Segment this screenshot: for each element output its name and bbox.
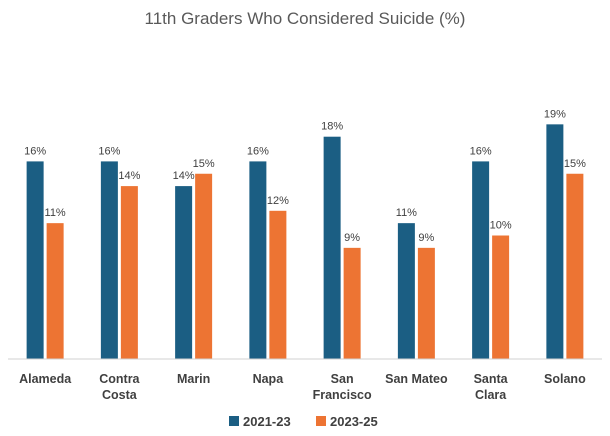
data-label: 10%: [490, 220, 512, 232]
category-label-line: San Mateo: [385, 372, 448, 386]
data-label: 9%: [344, 232, 360, 244]
category-label-line: Contra: [99, 372, 140, 386]
category-label-line: Clara: [475, 388, 507, 402]
bar-2021-23-marin: [175, 186, 193, 359]
bar-2021-23-san-francisco: [323, 136, 341, 359]
data-label: 15%: [564, 158, 586, 170]
legend-swatch: [316, 416, 326, 426]
legend-swatch: [229, 416, 239, 426]
data-label: 9%: [418, 232, 434, 244]
bar-2023-25-marin: [195, 173, 213, 359]
data-label: 18%: [321, 121, 343, 133]
data-label: 14%: [118, 170, 140, 182]
bar-2023-25-san-francisco: [343, 247, 361, 359]
category-label: Alameda: [19, 372, 72, 386]
category-label-line: Francisco: [313, 388, 372, 402]
category-label: Santa Clara: [474, 372, 509, 402]
bar-2021-23-san-mateo: [397, 223, 415, 359]
category-label: Solano: [544, 372, 586, 386]
data-label: 12%: [267, 195, 289, 207]
bar-2023-25-san-mateo: [417, 247, 435, 359]
bar-2021-23-alameda: [26, 161, 44, 359]
data-label: 15%: [193, 158, 215, 170]
category-label: Contra Costa: [99, 372, 140, 402]
legend: 2021-23 2023-25: [229, 414, 378, 429]
data-label: 16%: [470, 145, 492, 157]
category-label-line: Costa: [102, 388, 138, 402]
category-label-line: Napa: [253, 372, 285, 386]
category-label: Marin: [177, 372, 210, 386]
data-label: 11%: [45, 207, 66, 219]
bar-2021-23-santa-clara: [472, 161, 490, 359]
bar-2021-23-contra-costa: [100, 161, 118, 359]
data-labels-layer: 16%11%16%14% 14%15%16%12%18%9%11%9%16%10%…: [24, 108, 586, 244]
category-label-line: Marin: [177, 372, 210, 386]
bar-2021-23-napa: [249, 161, 267, 359]
legend-label: 2023-25: [330, 414, 378, 429]
bar-2023-25-alameda: [46, 223, 64, 359]
data-label: 11%: [396, 207, 417, 219]
category-label-line: Alameda: [19, 372, 72, 386]
category-label: San Francisco: [313, 372, 372, 402]
legend-label: 2021-23: [243, 414, 291, 429]
chart-title: 11th Graders Who Considered Suicide (%): [145, 9, 466, 28]
data-label: 19%: [544, 108, 566, 120]
data-label: 16%: [98, 145, 120, 157]
category-label: San Mateo: [385, 372, 448, 386]
bar-2021-23-solano: [546, 124, 564, 359]
bar-2023-25-solano: [566, 173, 584, 359]
bar-2023-25-contra-costa: [120, 186, 138, 359]
data-label: 16%: [24, 145, 46, 157]
category-label-line: San: [331, 372, 354, 386]
category-label-line: Santa: [474, 372, 509, 386]
bar-2023-25-napa: [269, 210, 287, 359]
data-label: 16%: [247, 145, 269, 157]
category-label-line: Solano: [544, 372, 586, 386]
category-label: Napa: [253, 372, 285, 386]
bar-2023-25-santa-clara: [492, 235, 510, 359]
bars-layer: [26, 124, 584, 359]
data-label: 14%: [173, 170, 195, 182]
